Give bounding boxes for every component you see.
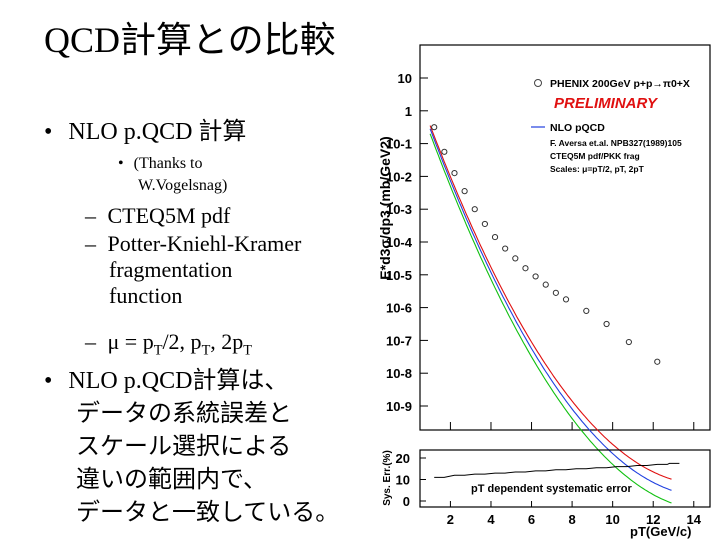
y-tick-label-main: 10-4 bbox=[386, 235, 413, 250]
data-point bbox=[461, 188, 468, 195]
y-tick-label-main: 10-8 bbox=[386, 366, 412, 381]
y-tick-label-main: 10-2 bbox=[386, 169, 412, 184]
preliminary-label: PRELIMINARY bbox=[554, 95, 659, 112]
y-tick-label-sys: 0 bbox=[403, 494, 410, 509]
agreement-line-2: データの系統誤差と bbox=[76, 401, 292, 427]
data-point bbox=[552, 289, 559, 296]
y-tick-label-main: 10-9 bbox=[386, 399, 412, 414]
bullet-nlo-pqcd-text: NLO p.QCD 計算 bbox=[68, 119, 247, 145]
data-point bbox=[502, 245, 509, 252]
x-tick-label: 12 bbox=[646, 512, 660, 527]
slide-title: QCD計算との比較 bbox=[44, 20, 336, 60]
data-point bbox=[451, 170, 458, 177]
mu-text: μ = pT/2, pT, 2pT bbox=[107, 329, 253, 359]
data-point bbox=[481, 220, 488, 228]
syserr-plot-frame bbox=[419, 449, 711, 508]
x-tick-label: 2 bbox=[447, 512, 454, 527]
sub-bullet-thanks: • (Thanks to W.Vogelsnag) bbox=[118, 153, 227, 197]
bullet-dot: • bbox=[44, 119, 53, 145]
dash-mark: – bbox=[85, 203, 96, 228]
data-point bbox=[562, 296, 570, 303]
dash-mark: – bbox=[85, 231, 96, 256]
legend-curve-label: NLO pQCD bbox=[550, 122, 605, 134]
y-ticks-main: 10 1 10-1 10-2 10-3 10-4 10-5 10-6 10-7 10-8 10-9 bbox=[386, 71, 428, 414]
data-point bbox=[654, 358, 661, 365]
dash-pkk: – Potter-Kniehl-Kramer fragmentation fun… bbox=[85, 231, 301, 309]
data-points bbox=[431, 124, 661, 365]
y-axis-label-sys: Sys. Err.(%) bbox=[382, 450, 393, 506]
y-tick-label-main: 10-5 bbox=[386, 268, 412, 283]
nlo-curve bbox=[429, 128, 672, 491]
data-point bbox=[625, 338, 632, 346]
agreement-line-3: スケール選択による bbox=[76, 434, 292, 460]
data-point bbox=[542, 281, 549, 288]
thanks-line-1: (Thanks to bbox=[133, 155, 203, 172]
dash-cteq5m: – CTEQ5M pdf bbox=[85, 203, 230, 229]
y-ticks-sys: 0 10 20 bbox=[396, 451, 426, 509]
x-axis-label: pT(GeV/c) bbox=[630, 524, 691, 539]
bullet-dot: • bbox=[44, 368, 53, 394]
data-point bbox=[471, 206, 478, 213]
nlo-curve bbox=[429, 125, 672, 480]
pkk-line-2: fragmentation bbox=[109, 257, 233, 282]
y-tick-label-main: 10 bbox=[398, 71, 412, 86]
data-point bbox=[532, 273, 539, 280]
dash-cteq5m-text: CTEQ5M pdf bbox=[107, 203, 231, 228]
legend-pdf: CTEQ5M pdf/PKK frag bbox=[550, 151, 640, 161]
data-point bbox=[431, 124, 438, 131]
data-point bbox=[491, 233, 499, 241]
y-tick-label-sys: 20 bbox=[396, 451, 410, 466]
data-point bbox=[583, 307, 590, 314]
nlo-curve bbox=[429, 133, 672, 504]
data-point bbox=[522, 265, 529, 272]
pkk-line-1: Potter-Kniehl-Kramer bbox=[107, 231, 302, 256]
syserr-line bbox=[434, 462, 680, 478]
syserr-annotation: pT dependent systematic error bbox=[471, 483, 632, 495]
y-tick-label-main: 1 bbox=[405, 104, 412, 119]
thanks-line-2: W.Vogelsnag) bbox=[138, 177, 228, 194]
legend-scales: Scales: μ=pT/2, pT, 2pT bbox=[550, 164, 645, 174]
x-tick-label: 14 bbox=[687, 512, 702, 527]
agreement-line-5: データと一致している。 bbox=[76, 500, 340, 526]
main-plot-frame bbox=[419, 44, 711, 431]
legend-data-label: PHENIX 200GeV p+p→π0+X bbox=[550, 78, 690, 90]
dash-mu-scales: – μ = pT/2, pT, 2pT bbox=[85, 329, 252, 363]
agreement-line-4: 違いの範囲内で、 bbox=[76, 467, 268, 493]
x-tick-label: 8 bbox=[568, 512, 575, 527]
nlo-curves bbox=[429, 125, 672, 504]
x-tick-label: 4 bbox=[487, 512, 495, 527]
dash-mark: – bbox=[85, 329, 96, 354]
y-tick-label-main: 10-6 bbox=[386, 301, 412, 316]
y-tick-label-main: 10-3 bbox=[386, 202, 412, 217]
data-point bbox=[603, 320, 610, 328]
y-tick-label-main: 10-1 bbox=[386, 137, 412, 152]
y-tick-label-main: 10-7 bbox=[386, 333, 412, 348]
legend-data-marker bbox=[534, 79, 542, 87]
x-tick-label: 10 bbox=[605, 512, 619, 527]
pkk-line-3: function bbox=[109, 283, 183, 308]
y-tick-label-sys: 10 bbox=[396, 473, 410, 488]
data-point bbox=[512, 255, 519, 262]
bullet-nlo-pqcd: • NLO p.QCD 計算 bbox=[44, 118, 246, 146]
x-tick-label: 6 bbox=[528, 512, 535, 527]
agreement-line-1: NLO p.QCD計算は、 bbox=[68, 368, 289, 394]
y-axis-label-main: E*d3σ/dp3 (mb/GeV2) bbox=[377, 136, 393, 279]
bullet-agreement: • NLO p.QCD計算は、 bbox=[44, 366, 288, 396]
sub-bullet-dot: • bbox=[118, 155, 124, 172]
x-ticks: 2 4 6 8 10 12 14 bbox=[447, 422, 702, 527]
data-point bbox=[441, 148, 448, 155]
legend-ref: F. Aversa et.al. NPB327(1989)105 bbox=[550, 138, 682, 148]
cross-section-figure: 10110-110-210-310-410-510-610-710-810-9 … bbox=[377, 44, 711, 539]
